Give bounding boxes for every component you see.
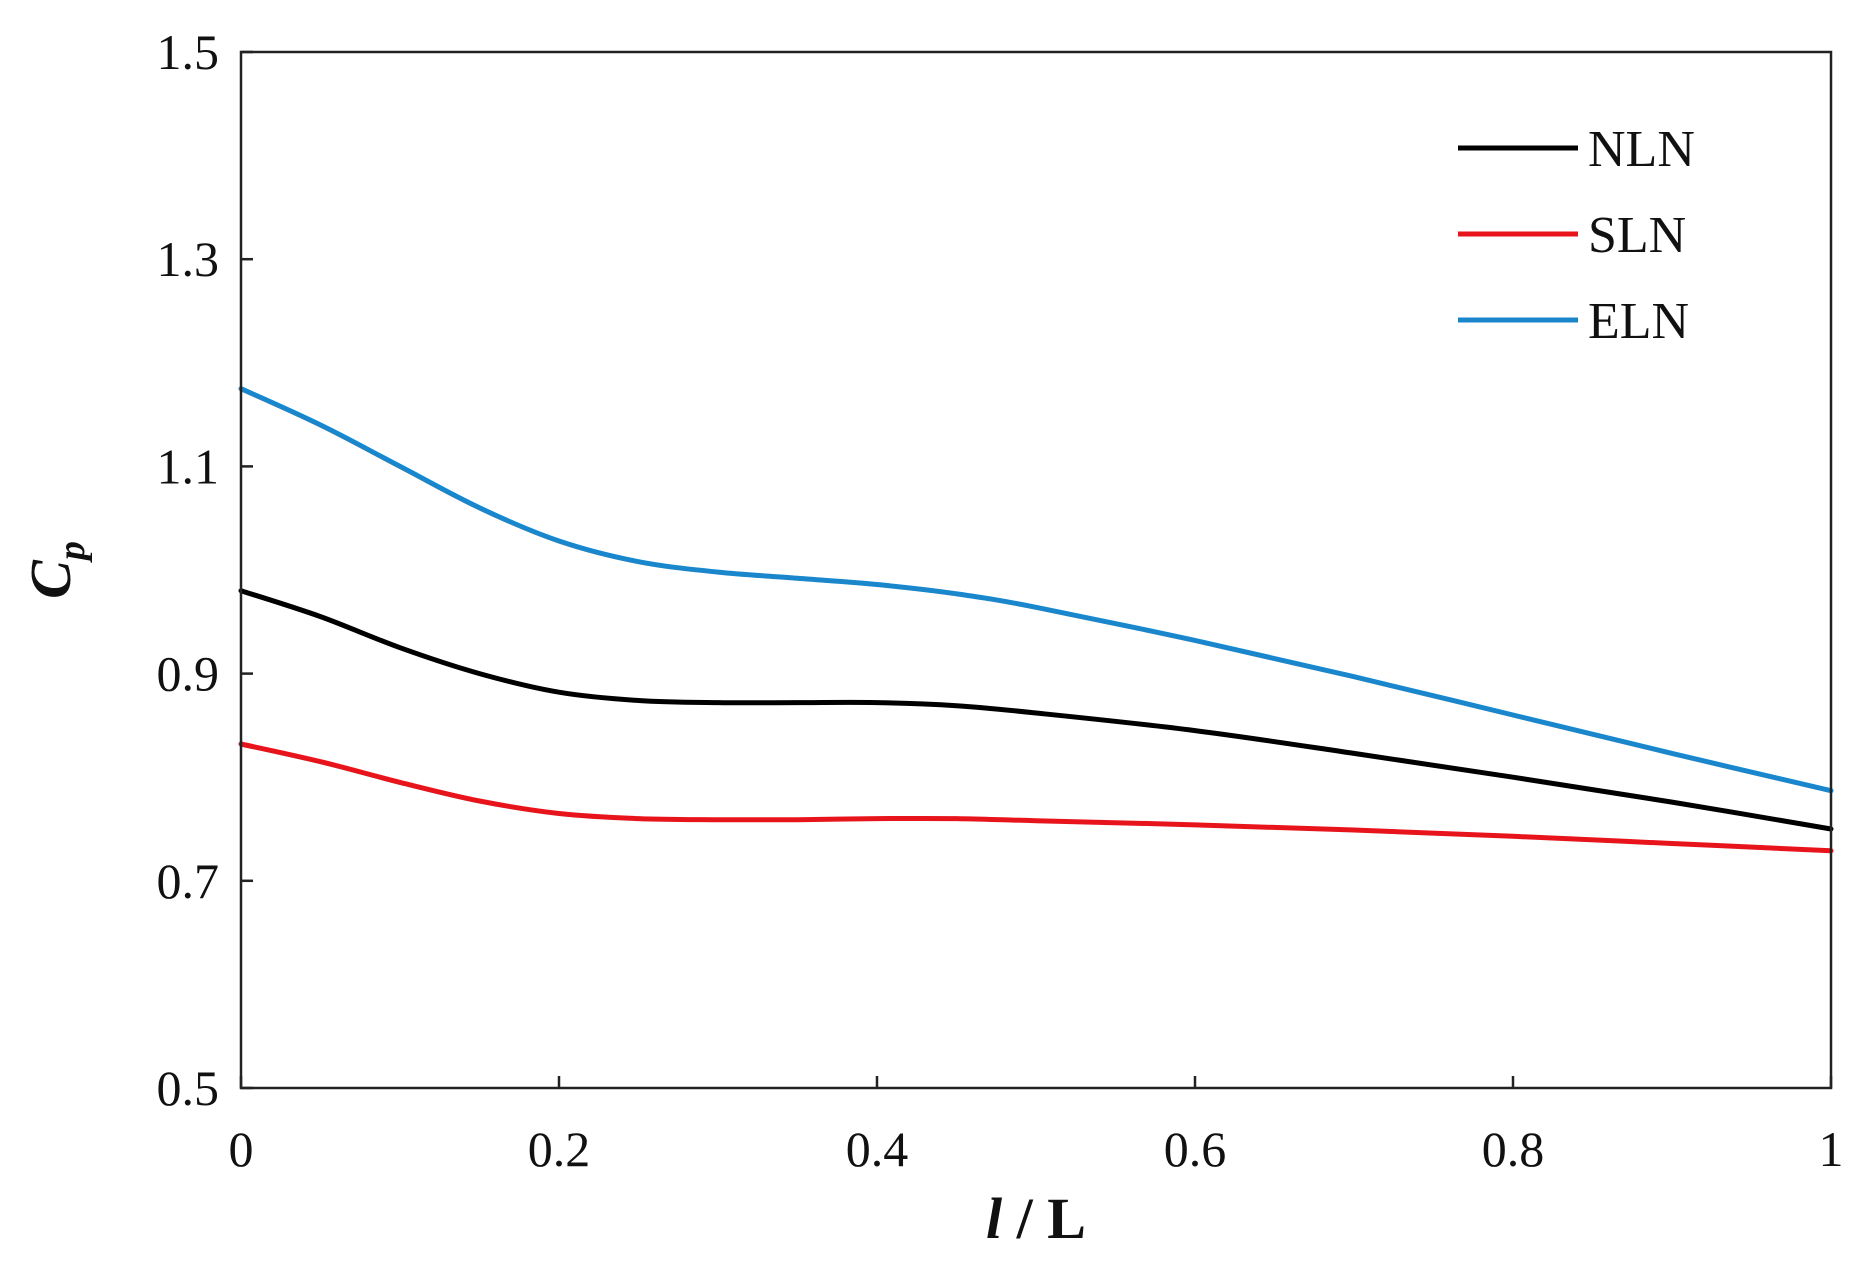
x-tick-label: 0 bbox=[229, 1121, 254, 1177]
y-axis-symbol: C bbox=[18, 559, 83, 599]
x-axis-title: l / L bbox=[986, 1186, 1086, 1251]
series-line-sln bbox=[238, 741, 1834, 854]
y-axis-title: Cp bbox=[18, 541, 93, 599]
y-tick-labels: 0.5 0.7 0.9 1.1 1.3 1.5 bbox=[157, 24, 220, 1116]
y-tick-label: 1.1 bbox=[157, 438, 220, 494]
legend-label-sln: SLN bbox=[1588, 207, 1686, 264]
legend-label-eln: ELN bbox=[1588, 293, 1689, 350]
x-tick-label: 0.6 bbox=[1164, 1121, 1227, 1177]
legend: NLN SLN ELN bbox=[1458, 121, 1695, 350]
y-tick-label: 0.5 bbox=[157, 1060, 220, 1116]
legend-label-nln: NLN bbox=[1588, 121, 1695, 178]
x-tick-label: 1 bbox=[1819, 1121, 1844, 1177]
y-tick-label: 0.7 bbox=[157, 853, 220, 909]
x-tick-label: 0.2 bbox=[528, 1121, 591, 1177]
plot-frame bbox=[239, 50, 1833, 1090]
y-tick-label: 1.3 bbox=[157, 231, 220, 287]
y-axis-subscript: p bbox=[51, 541, 93, 563]
x-tick-labels: 0 0.2 0.4 0.6 0.8 1 bbox=[229, 1121, 1844, 1177]
series-line-eln bbox=[238, 386, 1834, 794]
series-line-nln bbox=[238, 588, 1834, 832]
x-tick-label: 0.8 bbox=[1482, 1121, 1545, 1177]
y-tick-label: 0.9 bbox=[157, 646, 220, 702]
x-axis-divisor: / L bbox=[1002, 1186, 1086, 1251]
x-tick-label: 0.4 bbox=[846, 1121, 909, 1177]
x-axis-variable: l bbox=[986, 1186, 1003, 1251]
y-tick-label: 1.5 bbox=[157, 24, 220, 80]
series-layer bbox=[238, 386, 1834, 854]
